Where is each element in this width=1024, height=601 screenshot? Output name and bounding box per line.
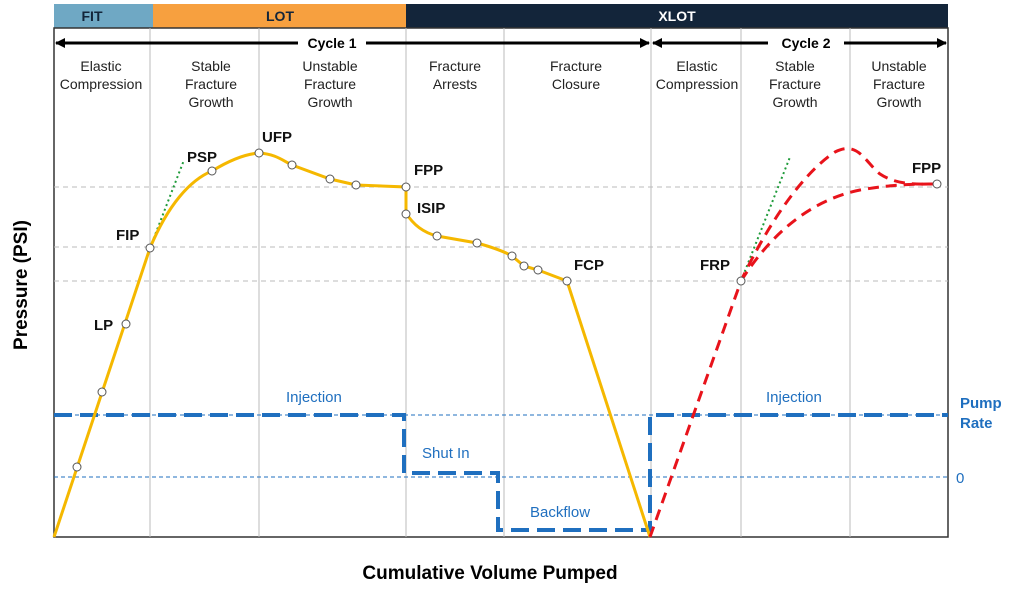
cycle1-pressure-curve xyxy=(52,151,652,538)
phase-labels: Elastic Compression Stable Fracture Grow… xyxy=(60,58,927,110)
point-marker xyxy=(207,166,217,176)
cycle1-label: Cycle 1 xyxy=(307,35,356,51)
point-marker xyxy=(736,276,746,286)
data-point-markers xyxy=(72,148,942,472)
point-marker xyxy=(507,251,517,261)
point-marker xyxy=(472,238,482,248)
point-marker xyxy=(72,462,82,472)
frp-label: FRP xyxy=(700,257,730,274)
pressure-reference-lines xyxy=(54,186,948,282)
phase-label: Elastic xyxy=(676,58,717,74)
point-marker xyxy=(432,231,442,241)
cycle2-label: Cycle 2 xyxy=(781,35,830,51)
xlot-segment xyxy=(406,4,948,28)
point-marker xyxy=(325,174,335,184)
phase-label: Fracture xyxy=(304,76,356,92)
phase-label: Growth xyxy=(876,94,921,110)
point-marker xyxy=(932,179,942,189)
phase-label: Fracture xyxy=(185,76,237,92)
point-marker xyxy=(287,160,297,170)
point-marker xyxy=(254,148,264,158)
pump-rate-line xyxy=(54,413,948,532)
phase-label: Fracture xyxy=(769,76,821,92)
point-marker xyxy=(97,387,107,397)
cycle2-pressure-curve-upper xyxy=(648,147,938,538)
point-marker xyxy=(351,180,361,190)
pump-rate-label-line1: Pump xyxy=(960,395,1002,412)
phase-label: Growth xyxy=(307,94,352,110)
fcp-label: FCP xyxy=(574,257,604,274)
lp-label: LP xyxy=(94,317,113,334)
phase-label: Stable xyxy=(191,58,231,74)
ufp-label: UFP xyxy=(262,129,292,146)
phase-label: Fracture xyxy=(873,76,925,92)
fit-label: FIT xyxy=(82,8,103,24)
phase-label: Growth xyxy=(188,94,233,110)
point-marker xyxy=(401,209,411,219)
y-axis-label: Pressure (PSI) xyxy=(11,220,32,350)
phase-label: Unstable xyxy=(871,58,926,74)
injection-label-cycle1: Injection xyxy=(286,389,342,406)
phase-label: Compression xyxy=(60,76,142,92)
lot-segment xyxy=(153,4,406,28)
phase-label: Stable xyxy=(775,58,815,74)
fip-label: FIP xyxy=(116,227,139,244)
fpp1-label: FPP xyxy=(414,162,443,179)
point-marker xyxy=(533,265,543,275)
lot-label: LOT xyxy=(266,8,294,24)
isip-label: ISIP xyxy=(417,200,445,217)
injection-label-cycle2: Injection xyxy=(766,389,822,406)
xlot-label: XLOT xyxy=(658,8,696,24)
tangent-line-cycle2 xyxy=(740,156,791,282)
point-marker xyxy=(401,182,411,192)
pump-rate-reference-lines xyxy=(54,414,948,478)
phase-label: Fracture xyxy=(429,58,481,74)
phase-label: Elastic xyxy=(80,58,121,74)
cycle2-pressure-curve-lower xyxy=(739,182,938,282)
pump-rate-label-line2: Rate xyxy=(960,415,993,432)
backflow-label: Backflow xyxy=(530,504,590,521)
zero-rate-label: 0 xyxy=(956,470,964,487)
phase-label: Fracture xyxy=(550,58,602,74)
point-marker xyxy=(145,243,155,253)
phase-label: Closure xyxy=(552,76,600,92)
phase-label: Arrests xyxy=(433,76,477,92)
point-marker xyxy=(562,276,572,286)
phase-label: Unstable xyxy=(302,58,357,74)
fpp2-label: FPP xyxy=(912,160,941,177)
fit-segment xyxy=(54,4,153,28)
phase-label: Compression xyxy=(656,76,738,92)
phase-label: Growth xyxy=(772,94,817,110)
plot-frame xyxy=(53,27,949,538)
point-marker xyxy=(121,319,131,329)
x-axis-label: Cumulative Volume Pumped xyxy=(362,563,617,584)
shut-in-label: Shut In xyxy=(422,445,470,462)
psp-label: PSP xyxy=(187,149,217,166)
point-marker xyxy=(519,261,529,271)
